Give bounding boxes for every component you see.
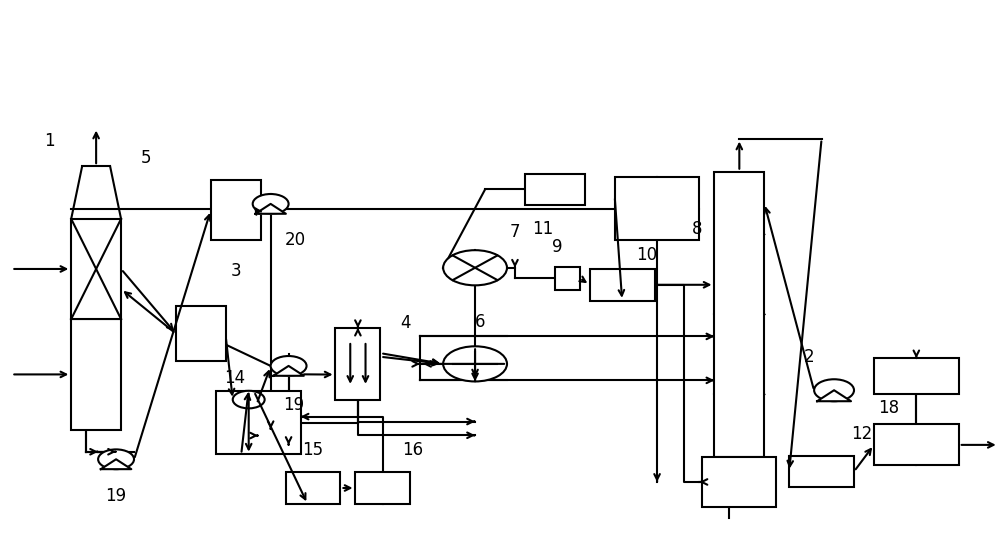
Text: 19: 19 xyxy=(283,396,304,414)
Text: 14: 14 xyxy=(224,369,245,386)
Polygon shape xyxy=(817,390,851,401)
Text: 9: 9 xyxy=(552,238,563,257)
Text: 5: 5 xyxy=(141,149,151,167)
Bar xyxy=(216,391,301,454)
Text: 7: 7 xyxy=(510,223,520,241)
Text: 15: 15 xyxy=(302,441,324,459)
Circle shape xyxy=(443,250,507,285)
Text: 20: 20 xyxy=(285,231,306,250)
Bar xyxy=(714,172,764,457)
Text: 12: 12 xyxy=(851,424,872,443)
Bar xyxy=(874,358,959,394)
Text: 4: 4 xyxy=(400,314,411,332)
Circle shape xyxy=(98,449,134,469)
Circle shape xyxy=(443,346,507,381)
Circle shape xyxy=(814,379,854,401)
Bar xyxy=(615,177,699,240)
Bar xyxy=(874,424,959,465)
Circle shape xyxy=(233,391,265,408)
Bar xyxy=(335,328,380,400)
Bar xyxy=(211,180,261,240)
Bar xyxy=(286,472,340,504)
Text: 1: 1 xyxy=(44,132,55,151)
Bar xyxy=(71,319,121,430)
Text: 6: 6 xyxy=(475,312,485,331)
Polygon shape xyxy=(255,204,286,214)
Text: 2: 2 xyxy=(804,348,814,367)
Text: 11: 11 xyxy=(532,220,554,238)
Circle shape xyxy=(271,356,307,376)
Bar xyxy=(702,457,776,507)
Text: 3: 3 xyxy=(230,262,241,279)
Text: 8: 8 xyxy=(692,220,702,238)
Bar xyxy=(355,472,410,504)
Polygon shape xyxy=(273,366,304,376)
Polygon shape xyxy=(101,459,131,469)
Bar xyxy=(525,174,585,205)
Bar xyxy=(789,455,854,487)
Bar xyxy=(590,269,655,301)
Circle shape xyxy=(253,194,289,214)
Bar xyxy=(71,219,121,319)
Text: 18: 18 xyxy=(878,399,899,417)
Text: 16: 16 xyxy=(402,441,423,459)
Bar xyxy=(176,306,226,361)
Text: 10: 10 xyxy=(637,246,658,264)
Bar xyxy=(555,267,580,290)
Text: 19: 19 xyxy=(106,487,127,505)
